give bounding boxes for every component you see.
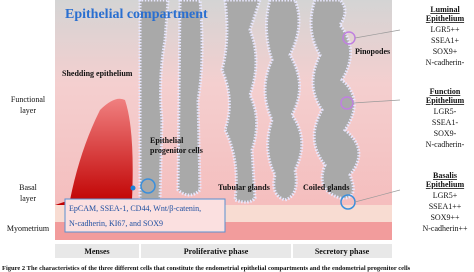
- shedding-tissue: [55, 98, 135, 205]
- phase-label: Menses: [84, 247, 109, 256]
- label: Pinopodes: [355, 47, 390, 56]
- panel-item: SSEA1++: [429, 202, 462, 211]
- layer-label: Functional: [11, 95, 46, 104]
- panel-item: N-cadherin-: [426, 58, 465, 67]
- panel-header: Function: [430, 87, 461, 96]
- panel-header: Epithelium: [426, 14, 465, 23]
- layer-label: Basal: [19, 183, 38, 192]
- label: Epithelial: [150, 136, 184, 145]
- title: Epithelial compartment: [65, 7, 208, 22]
- panel-item: SOX9++: [430, 213, 460, 222]
- label: Tubular glands: [218, 183, 270, 192]
- layer-label: layer: [20, 106, 36, 115]
- panels: LuminalEpitheliumLGR5++SSEA1+SOX9+N-cadh…: [422, 5, 467, 233]
- panel-header: Basalis: [433, 171, 457, 180]
- panel-item: LGR5++: [430, 25, 460, 34]
- marker-box: [64, 198, 226, 233]
- connector: [352, 29, 401, 203]
- gland: [176, 0, 204, 197]
- phase-label: Secretory phase: [315, 247, 370, 256]
- panel-header: Epithelium: [426, 180, 465, 189]
- panel-item: SOX9+: [433, 47, 458, 56]
- marker-text: N-cadherin, KI67, and SOX9: [69, 219, 163, 228]
- panel-item: LGR5+: [433, 191, 458, 200]
- panel-item: SSEA1-: [432, 118, 459, 127]
- marker-text: EpCAM, SSEA-1, CD44, Wnt/β-catenin,: [69, 204, 201, 213]
- label: progenitor cells: [150, 146, 203, 155]
- panel-item: SSEA1+: [431, 36, 460, 45]
- caption: Figure 2 The characteristics of the thre…: [2, 265, 411, 272]
- progenitor-cell: [130, 185, 136, 191]
- panel-item: LGR5-: [434, 107, 457, 116]
- layer-label: Myometrium: [7, 224, 50, 233]
- label: Shedding epithelium: [62, 69, 133, 78]
- layer-label: layer: [20, 194, 36, 203]
- gland: [263, 0, 304, 202]
- panel-item: N-cadherin++: [422, 224, 467, 233]
- panel-header: Epithelium: [426, 96, 465, 105]
- label: Coiled glands: [303, 183, 349, 192]
- panel-item: N-cadherin-: [426, 140, 465, 149]
- gland: [138, 0, 170, 206]
- phase-divider: [139, 244, 293, 258]
- gland: [220, 0, 262, 204]
- gland: [309, 0, 361, 200]
- panel-item: SOX9-: [434, 129, 457, 138]
- marker-circle: [140, 178, 156, 194]
- panel-header: Luminal: [430, 5, 460, 14]
- phase-label: Proliferative phase: [184, 247, 249, 256]
